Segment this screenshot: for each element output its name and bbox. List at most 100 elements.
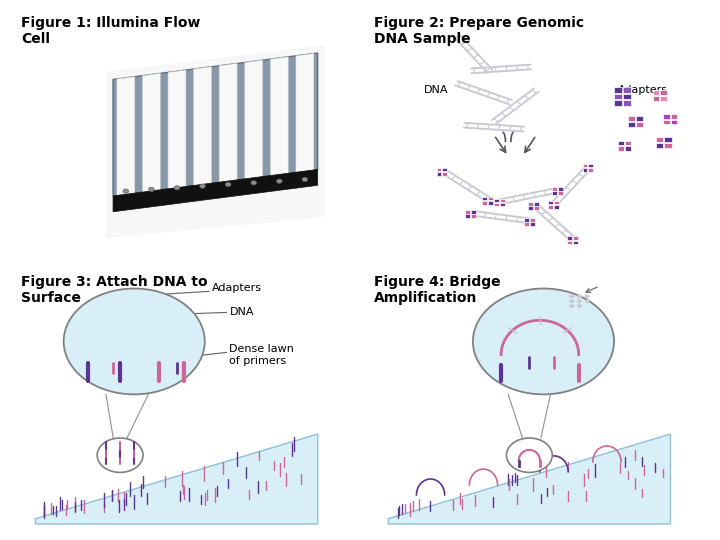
Polygon shape [194, 67, 212, 186]
Text: Figure 1: Illumina Flow
Cell: Figure 1: Illumina Flow Cell [22, 16, 201, 46]
Polygon shape [219, 63, 237, 182]
Bar [657, 137, 663, 142]
Bar [501, 306, 505, 309]
Text: Figure 2: Prepare Genomic
DNA Sample: Figure 2: Prepare Genomic DNA Sample [374, 16, 584, 46]
Text: Figure 4: Bridge
Amplification: Figure 4: Bridge Amplification [374, 275, 500, 306]
Bar [614, 93, 622, 99]
Circle shape [570, 295, 574, 298]
Polygon shape [245, 60, 263, 179]
Bar [569, 353, 573, 356]
Polygon shape [113, 53, 318, 196]
Bar [471, 214, 476, 218]
Circle shape [585, 299, 590, 303]
Circle shape [276, 179, 282, 183]
Bar [557, 187, 562, 191]
Bar [579, 363, 583, 367]
Bar [471, 210, 476, 214]
Bar [442, 172, 447, 176]
Bar [618, 146, 624, 151]
Bar [623, 87, 631, 93]
Bar [500, 199, 505, 202]
Bar [120, 311, 125, 315]
Bar [436, 172, 441, 176]
Bar [582, 164, 588, 167]
Bar [663, 114, 670, 119]
Text: Adapters: Adapters [212, 283, 262, 293]
Bar [623, 100, 631, 106]
Bar [574, 363, 578, 367]
Circle shape [199, 184, 205, 188]
Bar [465, 210, 470, 214]
Circle shape [585, 295, 590, 298]
Bar [636, 116, 643, 121]
Bar [653, 96, 660, 100]
Bar [614, 100, 622, 106]
Polygon shape [106, 45, 325, 238]
Bar [524, 218, 529, 221]
Bar [588, 164, 593, 167]
Bar [482, 201, 487, 205]
Bar [569, 356, 573, 360]
Bar [442, 168, 447, 171]
Bar [579, 367, 583, 370]
Circle shape [570, 299, 574, 303]
Circle shape [251, 181, 256, 185]
Bar [530, 218, 535, 221]
Bar [528, 202, 534, 206]
Circle shape [570, 304, 574, 308]
Bar [496, 306, 500, 309]
Bar [618, 140, 624, 145]
Bar [500, 203, 505, 206]
Bar [665, 137, 672, 142]
Bar [665, 143, 672, 148]
Bar [488, 201, 493, 205]
Polygon shape [35, 434, 318, 524]
Polygon shape [143, 73, 161, 192]
Polygon shape [168, 70, 186, 189]
Bar [114, 311, 119, 315]
Bar [572, 241, 577, 245]
Bar [653, 90, 660, 95]
Bar [554, 200, 559, 204]
Text: DNA: DNA [423, 85, 448, 95]
Bar [528, 206, 534, 210]
Text: DNA: DNA [230, 307, 254, 317]
Bar [567, 241, 572, 245]
Bar [552, 187, 557, 191]
Bar [625, 140, 631, 145]
Text: Figure 3: Attach DNA to
Surface: Figure 3: Attach DNA to Surface [22, 275, 208, 306]
Polygon shape [113, 170, 318, 212]
Bar [625, 146, 631, 151]
Bar [465, 214, 470, 218]
Bar [574, 356, 579, 360]
Circle shape [123, 189, 129, 193]
Bar [534, 202, 539, 206]
Bar [494, 199, 499, 202]
Bar [588, 168, 593, 172]
Bar [623, 93, 631, 99]
Polygon shape [296, 53, 314, 172]
Bar [534, 206, 539, 210]
Bar [524, 222, 529, 226]
Bar [663, 120, 670, 124]
Bar [628, 122, 635, 127]
Circle shape [577, 304, 582, 308]
Circle shape [506, 438, 552, 472]
Bar [548, 200, 553, 204]
Bar [574, 353, 579, 356]
Bar [582, 168, 588, 172]
Bar [628, 116, 635, 121]
Circle shape [97, 438, 143, 472]
Polygon shape [117, 77, 135, 195]
Circle shape [473, 288, 614, 394]
Bar [671, 120, 678, 124]
Bar [572, 237, 577, 240]
Circle shape [577, 299, 582, 303]
Polygon shape [270, 57, 288, 176]
Bar [567, 237, 572, 240]
Bar [614, 87, 622, 93]
Bar [552, 191, 557, 195]
Circle shape [225, 183, 231, 187]
Bar [436, 168, 441, 171]
Bar [554, 205, 559, 208]
